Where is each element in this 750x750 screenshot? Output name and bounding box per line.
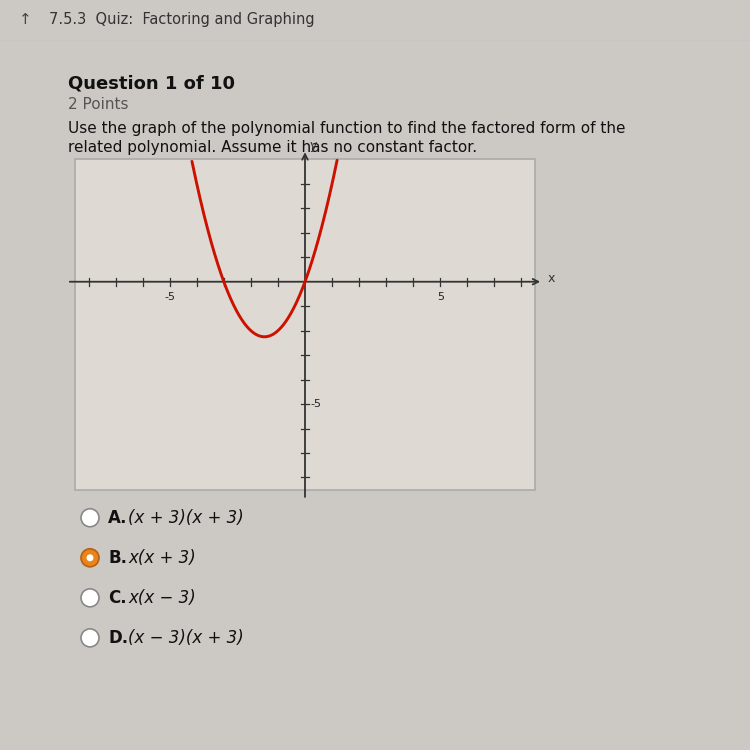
Circle shape	[81, 628, 99, 647]
Circle shape	[86, 554, 94, 561]
Text: ↑: ↑	[19, 12, 32, 27]
Text: C.: C.	[108, 589, 127, 607]
Text: Question 1 of 10: Question 1 of 10	[68, 74, 235, 92]
Text: y: y	[310, 139, 317, 152]
Text: x(x − 3): x(x − 3)	[128, 589, 196, 607]
Bar	[75, 160, 535, 490]
Text: B.: B.	[108, 549, 127, 567]
Text: Use the graph of the polynomial function to find the factored form of the: Use the graph of the polynomial function…	[68, 122, 626, 136]
Text: 2 Points: 2 Points	[68, 98, 128, 112]
Text: -5: -5	[164, 292, 176, 302]
Text: 7.5.3  Quiz:  Factoring and Graphing: 7.5.3 Quiz: Factoring and Graphing	[49, 12, 314, 27]
Circle shape	[81, 509, 99, 526]
Text: -5: -5	[310, 399, 321, 409]
Circle shape	[81, 589, 99, 607]
Text: 5: 5	[436, 292, 444, 302]
Text: related polynomial. Assume it has no constant factor.: related polynomial. Assume it has no con…	[68, 140, 477, 155]
Text: (x + 3)(x + 3): (x + 3)(x + 3)	[128, 509, 244, 526]
Text: x: x	[548, 272, 555, 285]
Text: x(x + 3): x(x + 3)	[128, 549, 196, 567]
Text: (x − 3)(x + 3): (x − 3)(x + 3)	[128, 629, 244, 647]
Text: A.: A.	[108, 509, 128, 526]
Text: D.: D.	[108, 629, 128, 647]
Circle shape	[81, 549, 99, 567]
